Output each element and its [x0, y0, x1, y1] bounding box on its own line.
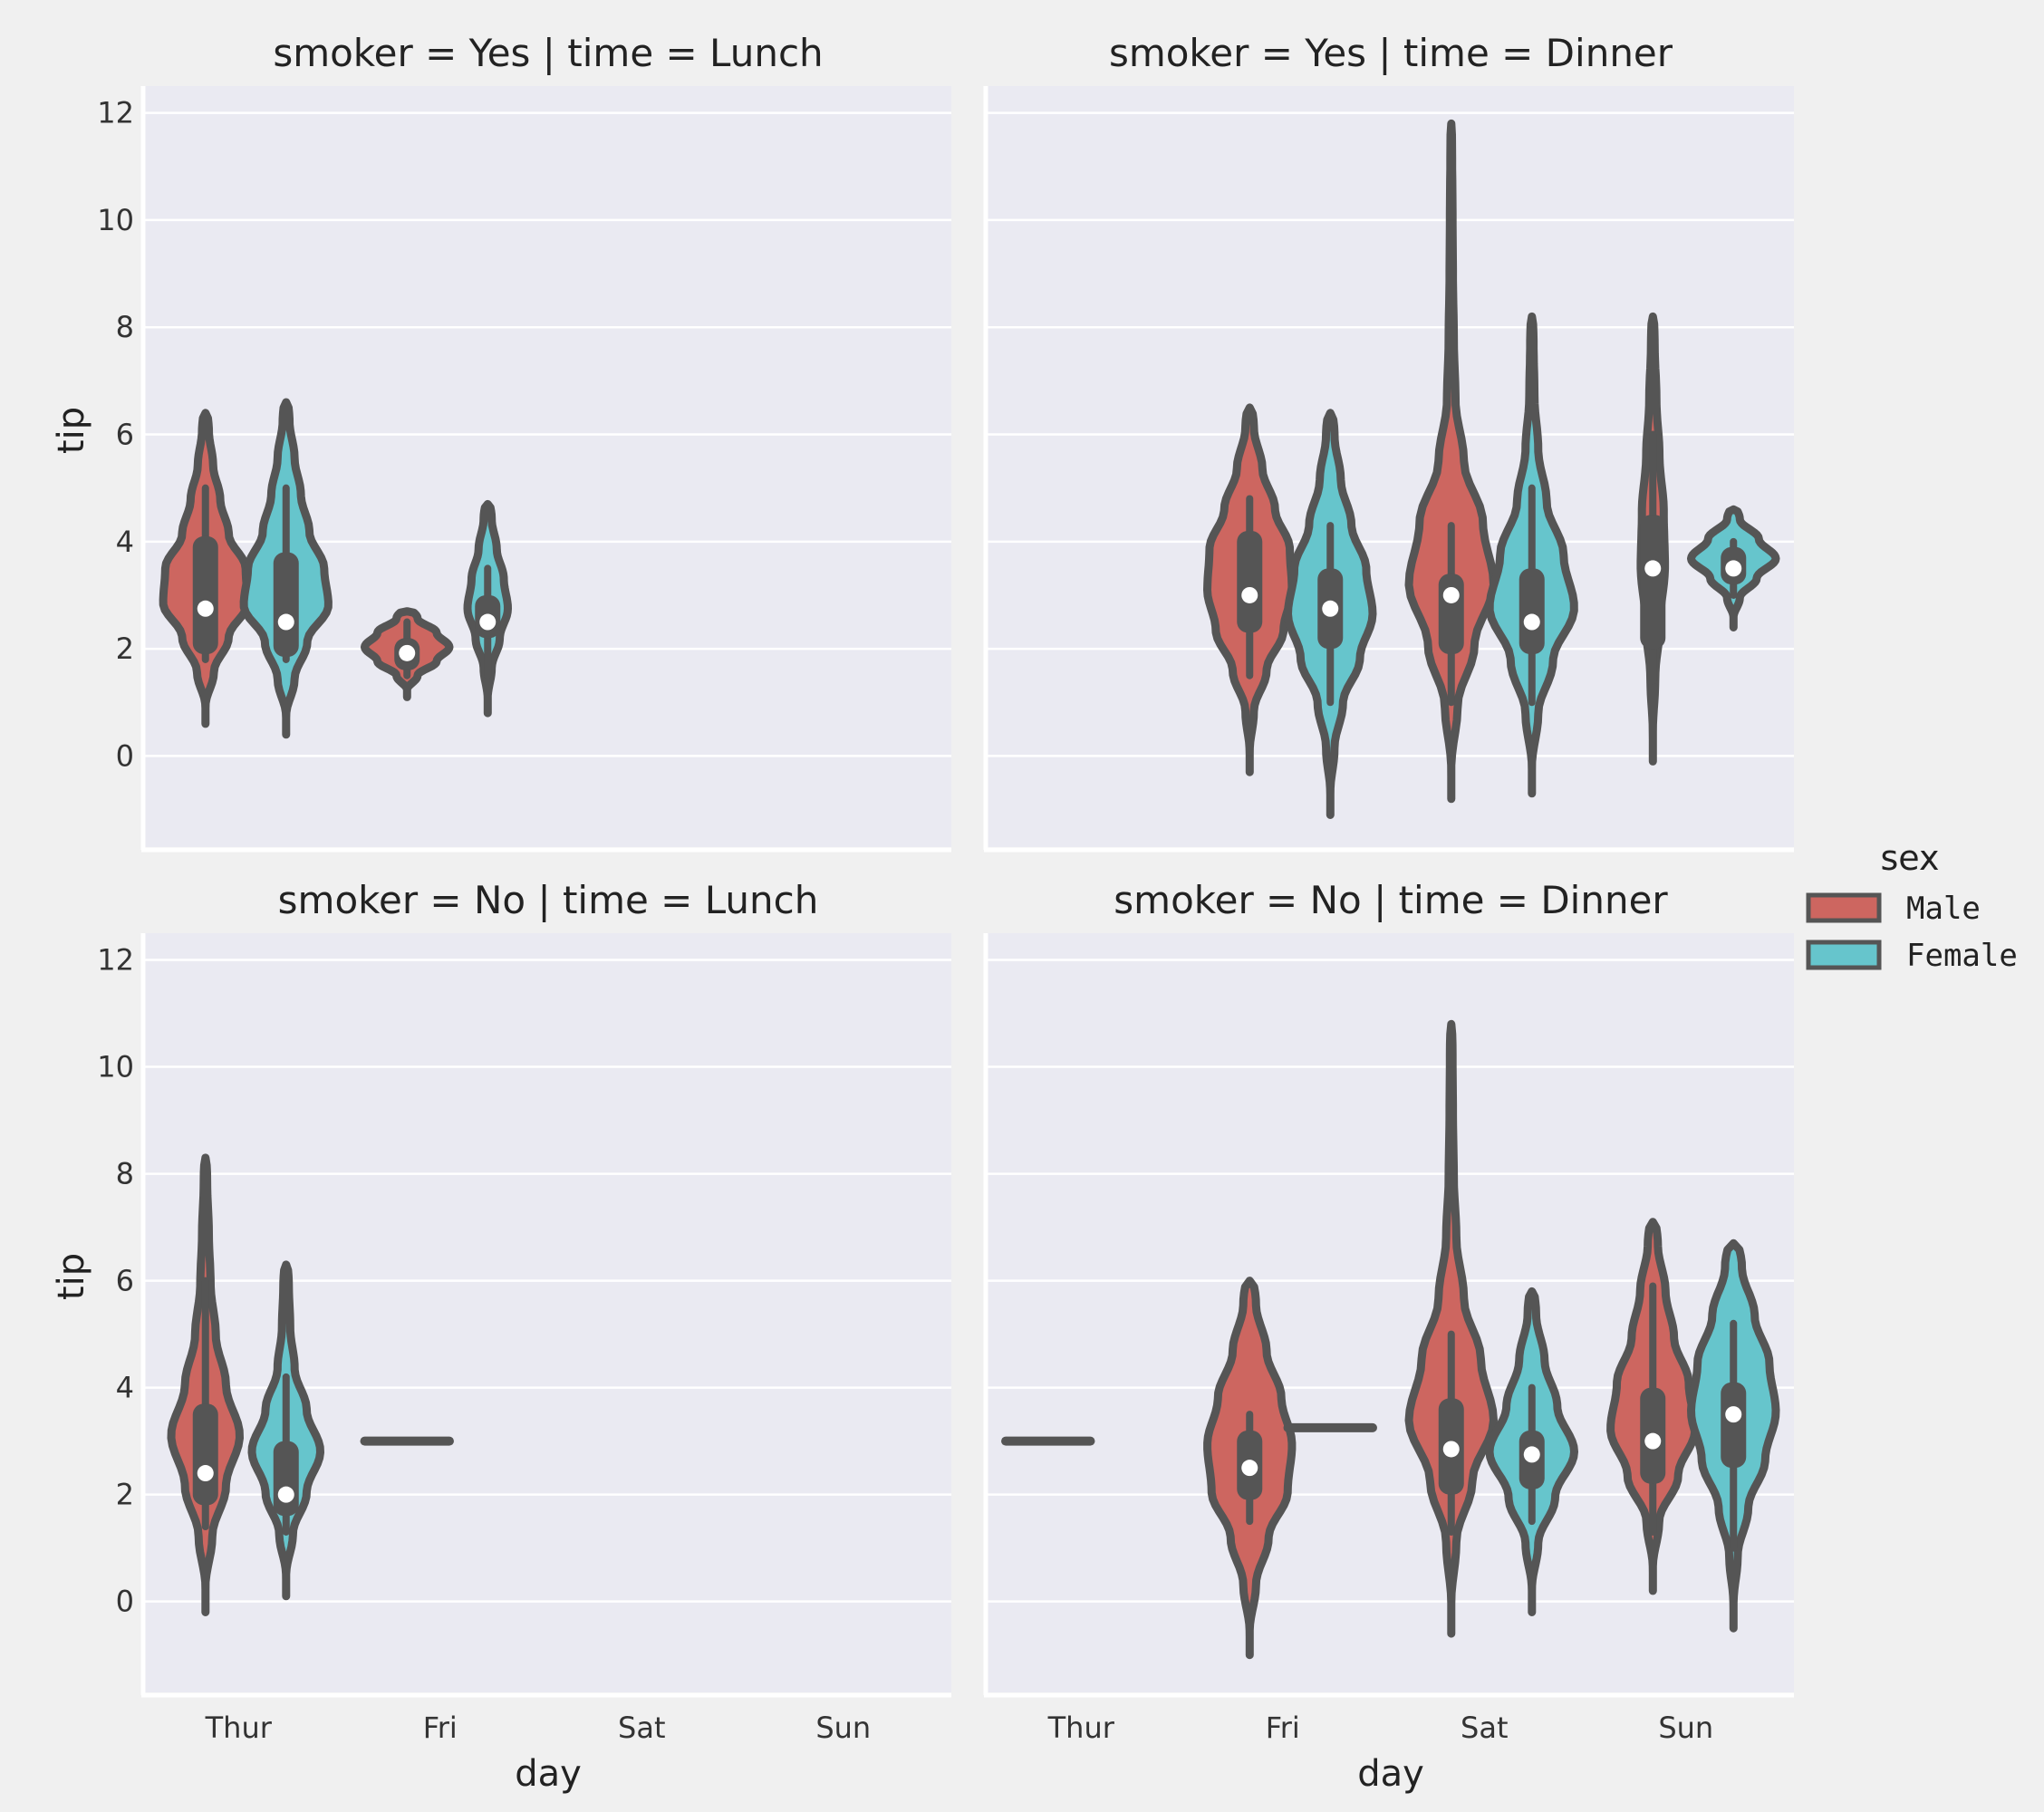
- x-tick-label: Fri: [1266, 1711, 1300, 1745]
- violin-median-dot: [197, 1465, 214, 1482]
- facet-panel: smoker = Yes | time = Dinner: [983, 31, 1794, 853]
- facet-title: smoker = Yes | time = Dinner: [1109, 31, 1673, 75]
- x-tick-label: Sat: [1461, 1711, 1508, 1745]
- violin-median-dot: [1523, 1446, 1540, 1463]
- x-tick-label: Thur: [205, 1711, 273, 1745]
- legend-label: Male: [1906, 891, 1981, 927]
- violin-group: [159, 398, 512, 739]
- x-tick-label: Fri: [423, 1711, 458, 1745]
- violin-iqr-box: [1721, 1382, 1747, 1469]
- facet-title: smoker = No | time = Lunch: [278, 878, 819, 922]
- facet-panel: 0 2 4 6 8 10 12 smoker = Yes | time = Lunch tip: [51, 31, 951, 853]
- facet-panel: 0 2 4 6 8 10 12 smoker = No | time = Lunch tip Th…: [51, 878, 951, 1795]
- facet-title: smoker = Yes | time = Lunch: [273, 31, 823, 75]
- violin-median-dot: [399, 644, 416, 661]
- facet-title: smoker = No | time = Dinner: [1114, 878, 1668, 922]
- legend-label: Female: [1906, 938, 2018, 974]
- x-tick-label: Sat: [618, 1711, 665, 1745]
- violin-iqr-box: [273, 552, 299, 657]
- y-tick-label: 6: [116, 1264, 134, 1298]
- y-tick-label: 10: [97, 203, 134, 237]
- violin-body: [1404, 119, 1498, 804]
- violin-median-dot: [277, 613, 294, 631]
- violin-median-dot: [1322, 600, 1339, 617]
- y-tick-label: 0: [116, 1585, 134, 1619]
- y-tick-label: 8: [116, 1157, 134, 1191]
- violin-iqr-box: [1640, 515, 1666, 650]
- violin-median-dot: [1725, 1406, 1742, 1423]
- violin-median-dot: [1241, 586, 1258, 603]
- violin-iqr-box: [273, 1441, 299, 1517]
- panel-background: [145, 933, 951, 1692]
- panel-background: [145, 86, 951, 847]
- x-tick-label: Sun: [1658, 1711, 1713, 1745]
- y-axis-label: tip: [51, 1253, 92, 1300]
- y-tick-label: 12: [97, 943, 134, 978]
- violin-median-dot: [1523, 613, 1540, 631]
- y-tick-label: 0: [116, 738, 134, 773]
- violin-median-dot: [1644, 1432, 1662, 1450]
- violin-median-dot: [197, 600, 214, 617]
- x-axis-label: day: [515, 1753, 582, 1795]
- violin-median-dot: [479, 613, 497, 631]
- y-tick-label: 8: [116, 310, 134, 344]
- violin-group: [1203, 119, 1780, 819]
- y-axis-label: tip: [51, 407, 92, 454]
- violin-median-dot: [1442, 1441, 1460, 1458]
- violin-body: [1404, 1019, 1498, 1638]
- violin-iqr-box: [1438, 573, 1464, 655]
- panel-background: [988, 86, 1794, 847]
- y-tick-label: 2: [116, 631, 134, 666]
- facet-panel: smoker = No | time = Dinner Thur Fri Sat Sun…: [983, 878, 1794, 1795]
- violin-median-dot: [1725, 560, 1742, 577]
- facet-panels: 0 2 4 6 8 10 12 smoker = Yes | time = Lunch tip s…: [51, 31, 1794, 1795]
- violin-iqr-box: [1519, 568, 1545, 655]
- y-tick-label: 10: [97, 1050, 134, 1084]
- y-tick-label: 4: [116, 525, 134, 559]
- violin-iqr-box: [192, 535, 218, 655]
- legend: sex Male Female: [1806, 838, 2018, 974]
- y-tick-label: 6: [116, 418, 134, 452]
- x-axis-label: day: [1357, 1753, 1424, 1795]
- x-tick-label: Thur: [1047, 1711, 1115, 1745]
- y-tick-label: 12: [97, 96, 134, 130]
- violin-iqr-box: [1237, 530, 1263, 633]
- legend-title: sex: [1881, 838, 1940, 878]
- legend-swatch: [1806, 892, 1882, 923]
- violin-median-dot: [1442, 586, 1460, 603]
- violin-median-dot: [1241, 1460, 1258, 1477]
- x-tick-label: Sun: [815, 1711, 871, 1745]
- violin-median-dot: [277, 1486, 294, 1503]
- violin-iqr-box: [192, 1403, 218, 1506]
- violin-group: [1001, 1019, 1780, 1660]
- violin-group: [167, 1153, 454, 1616]
- violin-median-dot: [1644, 560, 1662, 577]
- y-tick-label: 2: [116, 1478, 134, 1512]
- y-tick-label: 4: [116, 1371, 134, 1405]
- legend-swatch: [1806, 940, 1882, 970]
